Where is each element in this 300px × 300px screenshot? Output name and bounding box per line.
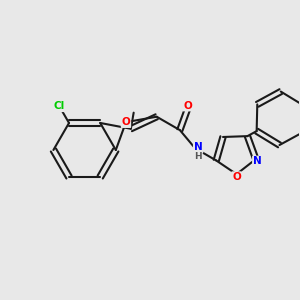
Text: O: O: [232, 172, 241, 182]
Text: O: O: [183, 100, 192, 111]
Text: N: N: [253, 157, 262, 166]
Text: Cl: Cl: [54, 101, 65, 111]
Text: O: O: [122, 117, 130, 127]
Text: H: H: [194, 152, 202, 161]
Text: N: N: [194, 142, 203, 152]
